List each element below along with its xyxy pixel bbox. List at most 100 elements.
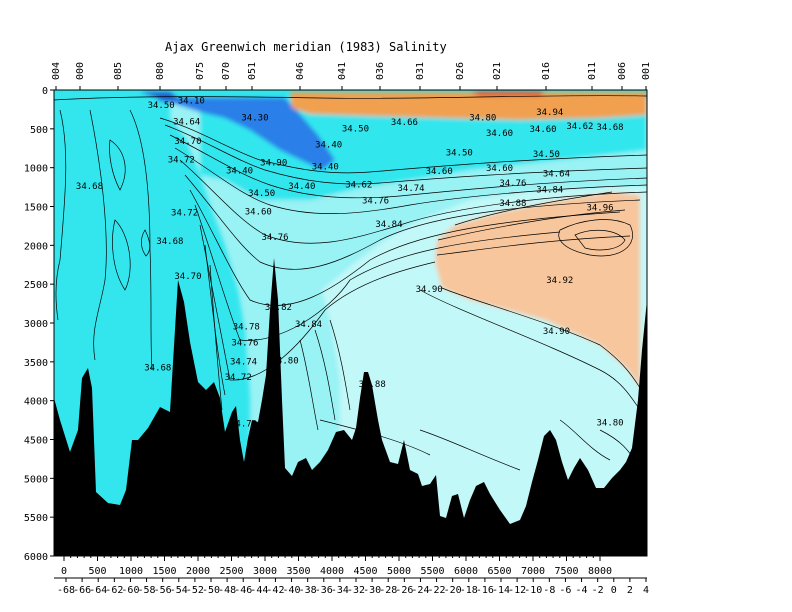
y-tick-label: 1500 [24, 203, 48, 214]
contour-label: 34.60 [530, 125, 557, 135]
contour-label: 34.30 [241, 114, 268, 124]
latitude-tick-label: -36 [315, 585, 333, 596]
contour-label: 34.10 [178, 96, 205, 106]
station-tick-label: 026 [455, 62, 466, 80]
station-tick-label: 085 [113, 62, 124, 80]
contour-label: 34.90 [260, 159, 287, 169]
y-tick-label: 500 [30, 125, 48, 136]
latitude-tick-label: -8 [543, 585, 555, 596]
station-tick-label: 036 [375, 62, 386, 80]
station-tick-label: 041 [337, 62, 348, 80]
field-fresh-blue [158, 98, 335, 170]
field-surface-orange [290, 92, 647, 120]
y-tick-label: 1000 [24, 164, 48, 175]
x-tick-label: 3500 [286, 566, 310, 577]
contour-label: 34.40 [315, 141, 342, 151]
x-tick-label: 5500 [420, 566, 444, 577]
latitude-tick-label: -4 [576, 585, 588, 596]
field-fresh-blue-west [140, 92, 180, 100]
station-tick-label: 031 [415, 62, 426, 80]
y-tick-label: 6000 [24, 552, 48, 563]
x-tick-label: 3000 [253, 566, 277, 577]
latitude-tick-label: -52 [186, 585, 204, 596]
contour-label: 34.68 [597, 123, 624, 133]
contour-label: 34.50 [533, 150, 560, 160]
salinity-field [54, 90, 647, 556]
x-tick-label: 1000 [119, 566, 143, 577]
y-tick-label: 0 [42, 86, 48, 97]
contour-label: 34.72 [168, 155, 195, 165]
contour-lines [54, 95, 647, 471]
contour-label: 34.64 [173, 117, 200, 127]
station-tick-label: 051 [247, 62, 258, 80]
contour-label: 34.84 [536, 186, 563, 196]
latitude-tick-label: -14 [492, 585, 510, 596]
station-tick-label: 016 [541, 62, 552, 80]
y-tick-label: 4000 [24, 397, 48, 408]
x-tick-label: 6500 [487, 566, 511, 577]
field-surface-red [470, 92, 545, 96]
latitude-tick-label: -18 [460, 585, 478, 596]
station-tick-label: 046 [295, 62, 306, 80]
latitude-tick-label: -20 [444, 585, 462, 596]
contour-label: 34.80 [469, 114, 496, 124]
contour-labels: 34.50 34.10 34.30 34.64 34.70 34.72 34.68 34.40… [76, 96, 624, 429]
latitude-tick-label: -28 [379, 585, 397, 596]
station-tick-label: 000 [75, 62, 86, 80]
latitude-tick-label: -64 [89, 585, 107, 596]
x-tick-label: 500 [88, 566, 106, 577]
x-tick-label: 2000 [186, 566, 210, 577]
contour-label: 34.84 [375, 220, 402, 230]
contour-label: 34.62 [566, 122, 593, 132]
latitude-tick-label: -60 [121, 585, 139, 596]
contour-label: 34.94 [536, 108, 563, 118]
contour-label: 34.68 [144, 364, 171, 374]
x-tick-label: 7000 [521, 566, 545, 577]
station-tick-label: 075 [195, 62, 206, 80]
contour-label: 34.80 [597, 419, 624, 429]
latitude-tick-label: -62 [105, 585, 123, 596]
station-tick-label: 070 [221, 62, 232, 80]
contour-label: 34.68 [76, 182, 103, 192]
contour-label: 34.40 [226, 166, 253, 176]
contour-label: 34.50 [446, 148, 473, 158]
contour-label: 34.72 [225, 373, 252, 383]
x-axis-latitude: -68-66-64-62-60-58-56-54-52-50-48-46-44-… [54, 577, 649, 596]
contour-label: 34.90 [416, 285, 443, 295]
latitude-tick-label: -2 [592, 585, 604, 596]
x-tick-label: 0 [61, 566, 67, 577]
contour-label: 34.60 [486, 164, 513, 174]
field-saline-orange [435, 192, 640, 388]
y-tick-label: 3500 [24, 358, 48, 369]
latitude-tick-label: 2 [627, 585, 633, 596]
x-axis-distance: 0 500 1000 1500 2000 2500 3000 3500 4000 4500 5000… [61, 556, 612, 577]
latitude-tick-label: -40 [283, 585, 301, 596]
latitude-tick-label: 4 [643, 585, 649, 596]
latitude-tick-label: -44 [250, 585, 268, 596]
latitude-tick-label: -56 [154, 585, 172, 596]
latitude-tick-label: -58 [138, 585, 156, 596]
x-tick-label: 6000 [454, 566, 478, 577]
contour-label: 34.50 [248, 189, 275, 199]
contour-label: 34.92 [546, 276, 573, 286]
station-tick-label: 080 [155, 62, 166, 80]
contour-label: 34.96 [586, 204, 613, 214]
y-tick-label: 5000 [24, 474, 48, 485]
y-tick-label: 3000 [24, 319, 48, 330]
contour-label: 34.80 [272, 357, 299, 367]
x-tick-label: 5000 [387, 566, 411, 577]
contour-label: 34.60 [245, 207, 272, 217]
latitude-tick-label: -38 [299, 585, 317, 596]
contour-label: 34.70 [174, 137, 201, 147]
latitude-tick-label: -12 [508, 585, 526, 596]
station-tick-label: 006 [617, 62, 628, 80]
latitude-tick-label: -34 [331, 585, 349, 596]
latitude-tick-label: -10 [524, 585, 542, 596]
latitude-tick-label: -46 [234, 585, 252, 596]
contour-label: 34.62 [345, 180, 372, 190]
latitude-tick-label: -16 [476, 585, 494, 596]
station-tick-label: 001 [641, 62, 652, 80]
contour-label: 34.76 [231, 339, 258, 349]
contour-label: 34.88 [499, 199, 526, 209]
